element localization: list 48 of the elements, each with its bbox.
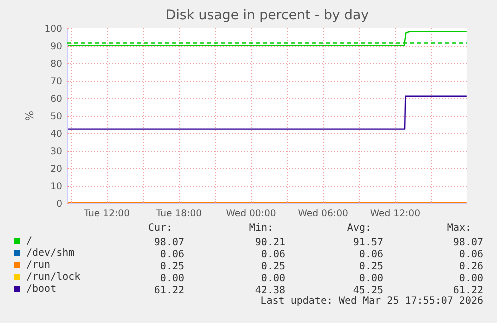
text: Last update: Wed Mar 25 17:55:07 2026 <box>260 296 484 307</box>
y-tick-label: 100 <box>44 24 63 35</box>
text: 0.06 <box>261 250 286 260</box>
x-tick-label: Wed 12:00 <box>370 208 421 220</box>
x-tick-label: Wed 00:00 <box>226 208 276 220</box>
x-tick-label: Tue 12:00 <box>83 208 130 220</box>
text: 61.22 <box>453 286 484 296</box>
text: 0.25 <box>160 262 185 272</box>
text: Avg: <box>347 223 372 234</box>
y-tick-label: 0 <box>56 199 63 210</box>
text: 0.06 <box>160 250 185 260</box>
y-tick-label: 40 <box>50 129 63 140</box>
y-tick-label: 80 <box>50 59 63 70</box>
text: 0.25 <box>359 262 384 272</box>
text: 0.00 <box>359 274 384 284</box>
legend-label: /run <box>26 260 51 271</box>
text: Max: <box>447 223 472 234</box>
y-tick-label: 10 <box>50 182 63 192</box>
x-tick-label: Wed 06:00 <box>298 208 349 220</box>
legend-label: /dev/shm <box>26 248 75 259</box>
text: 90.21 <box>255 238 286 248</box>
text: 61.22 <box>154 286 185 296</box>
text: 0.26 <box>459 262 484 272</box>
text: 0.06 <box>459 250 484 260</box>
y-tick-label: 30 <box>50 146 63 158</box>
text: 0.00 <box>160 274 185 284</box>
text: 45.25 <box>353 286 384 296</box>
y-tick-label: 50 <box>50 112 63 122</box>
text: 98.07 <box>453 238 484 248</box>
text: Min: <box>249 223 274 234</box>
legend-label: /run/lock <box>26 272 81 283</box>
text: 42.38 <box>255 286 286 296</box>
text: 98.07 <box>154 238 185 248</box>
y-tick-label: 60 <box>50 94 63 105</box>
y-tick-label: 20 <box>50 164 63 175</box>
legend-label: /boot <box>26 284 57 295</box>
chart-title: Disk usage in percent - by day <box>166 8 370 24</box>
text: 0.06 <box>359 250 384 260</box>
y-tick-label: 70 <box>50 76 63 88</box>
text: 91.57 <box>353 238 384 248</box>
text: Cur: <box>148 223 173 234</box>
y-axis-title: % <box>24 110 37 122</box>
legend-label: / <box>26 236 33 247</box>
y-tick-label: 90 <box>50 42 63 52</box>
x-tick-label: Tue 18:00 <box>155 208 202 220</box>
text: 0.00 <box>459 274 484 284</box>
text: 0.25 <box>261 262 286 272</box>
text: 0.00 <box>261 274 286 284</box>
